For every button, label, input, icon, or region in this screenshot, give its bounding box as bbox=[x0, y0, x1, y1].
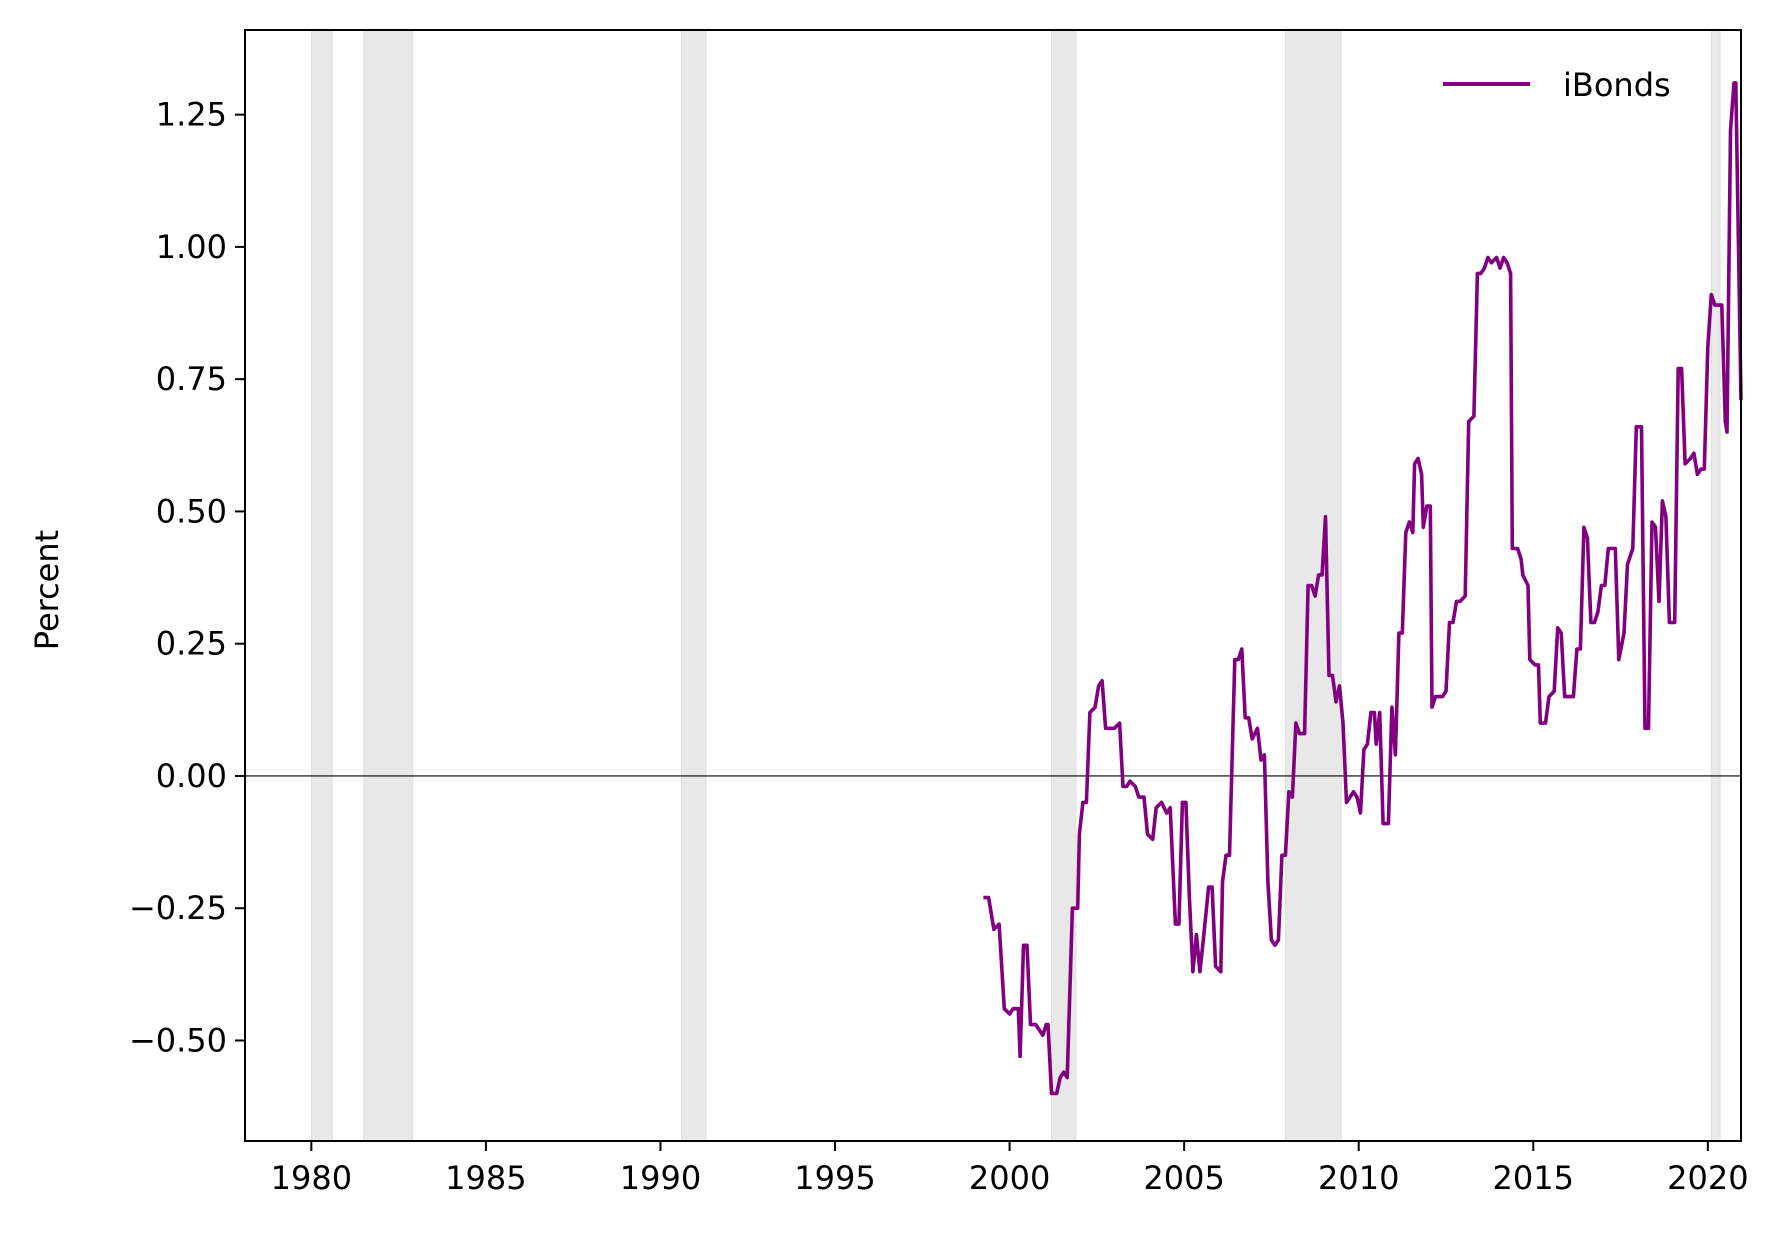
x-axis: 1980 1985 1990 1995 2000 2005 2010 2015 2020 bbox=[271, 1141, 1749, 1197]
y-tick-label: −0.25 bbox=[129, 889, 227, 927]
y-axis-label: Percent bbox=[28, 530, 66, 650]
recession-band bbox=[680, 29, 707, 1142]
y-tick-label: −0.50 bbox=[129, 1021, 227, 1059]
y-tick-label: 1.00 bbox=[156, 228, 227, 266]
x-tick-label: 1985 bbox=[445, 1159, 526, 1197]
x-tick-label: 1980 bbox=[271, 1159, 352, 1197]
plot-frame bbox=[244, 29, 1742, 1142]
legend: iBonds bbox=[1443, 66, 1671, 104]
x-tick-label: 2010 bbox=[1318, 1159, 1399, 1197]
recession-band bbox=[310, 29, 333, 1142]
x-tick-label: 2020 bbox=[1667, 1159, 1748, 1197]
y-tick-label: 0.25 bbox=[156, 625, 227, 663]
series-group bbox=[983, 81, 1743, 1096]
y-axis: −0.50 −0.25 0.00 0.25 0.50 0.75 1.00 1.25 bbox=[129, 96, 245, 1059]
x-tick-label: 2000 bbox=[969, 1159, 1050, 1197]
recession-band bbox=[1050, 29, 1077, 1142]
y-tick-label: 0.75 bbox=[156, 360, 227, 398]
x-tick-label: 2005 bbox=[1143, 1159, 1224, 1197]
y-tick-label: 1.25 bbox=[156, 96, 227, 134]
x-tick-label: 1995 bbox=[794, 1159, 875, 1197]
recession-band bbox=[363, 29, 414, 1142]
y-tick-label: 0.50 bbox=[156, 492, 227, 530]
x-tick-label: 2015 bbox=[1493, 1159, 1574, 1197]
x-tick-label: 1990 bbox=[620, 1159, 701, 1197]
y-tick-label: 0.00 bbox=[156, 757, 227, 795]
legend-label-ibonds: iBonds bbox=[1563, 66, 1671, 104]
recession-band bbox=[1710, 29, 1721, 1142]
series-line-ibonds bbox=[983, 81, 1743, 1096]
